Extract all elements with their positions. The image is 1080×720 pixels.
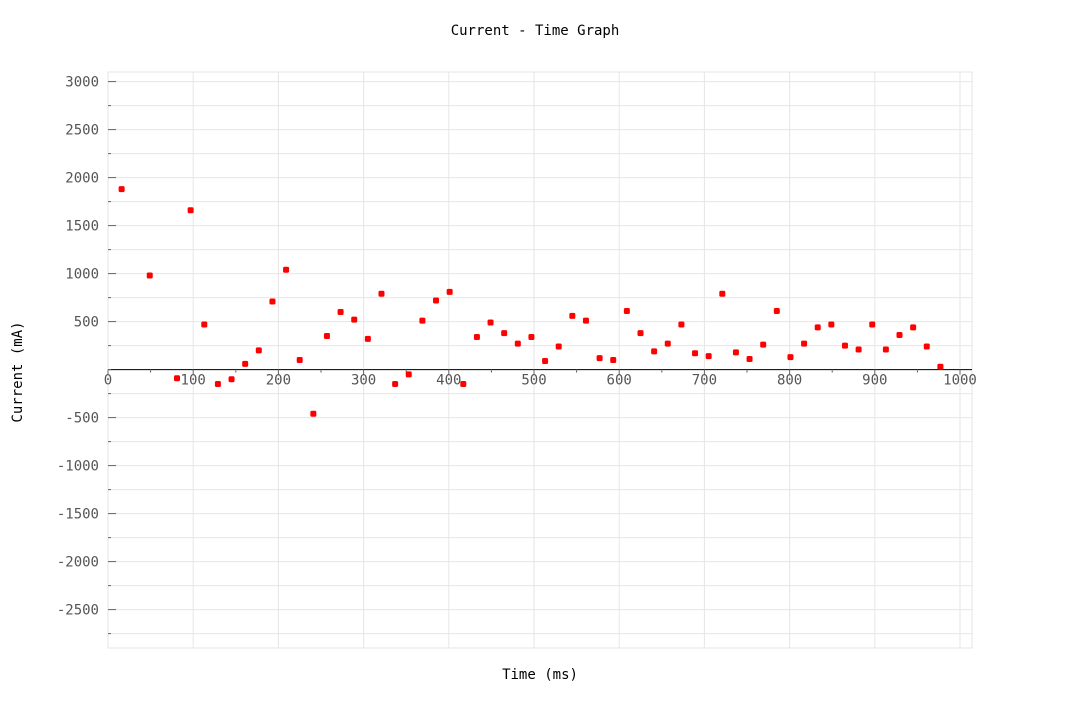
data-point bbox=[174, 375, 181, 382]
data-point bbox=[692, 350, 699, 357]
data-point bbox=[801, 340, 808, 347]
data-point bbox=[596, 355, 603, 362]
data-point bbox=[419, 317, 426, 324]
data-point bbox=[841, 342, 848, 349]
y-tick-label: 1500 bbox=[65, 219, 99, 235]
data-point bbox=[473, 333, 480, 340]
y-tick-label: 1000 bbox=[65, 267, 99, 283]
data-point bbox=[569, 312, 576, 319]
data-point bbox=[392, 381, 399, 387]
data-point bbox=[446, 288, 453, 295]
data-point bbox=[555, 343, 562, 350]
data-point bbox=[610, 357, 617, 363]
chart-title: Current - Time Graph bbox=[451, 23, 620, 39]
data-point bbox=[623, 308, 630, 315]
x-tick-label: 400 bbox=[436, 373, 461, 389]
axes bbox=[107, 81, 972, 635]
data-point bbox=[364, 335, 371, 342]
data-point bbox=[582, 317, 589, 324]
x-tick-label: 0 bbox=[104, 373, 112, 389]
data-point bbox=[814, 324, 821, 331]
data-point bbox=[501, 330, 508, 337]
data-point bbox=[187, 207, 194, 214]
x-tick-label: 100 bbox=[181, 373, 206, 389]
data-points bbox=[118, 186, 944, 417]
data-point bbox=[828, 321, 835, 328]
data-point bbox=[882, 346, 889, 353]
data-point bbox=[433, 297, 440, 304]
data-point bbox=[651, 348, 658, 355]
data-point bbox=[255, 347, 262, 354]
data-point bbox=[310, 410, 317, 417]
data-point bbox=[323, 333, 330, 339]
data-point bbox=[283, 266, 290, 273]
y-tick-label: 2500 bbox=[65, 123, 99, 139]
x-axis-title: Time (ms) bbox=[502, 667, 578, 683]
data-point bbox=[201, 321, 208, 328]
data-point bbox=[637, 330, 644, 337]
data-point bbox=[351, 316, 358, 323]
y-tick-label: -500 bbox=[65, 411, 99, 427]
data-point bbox=[378, 290, 385, 297]
grid bbox=[107, 72, 972, 648]
data-point bbox=[664, 340, 671, 347]
x-tick-label: 300 bbox=[351, 373, 376, 389]
data-point bbox=[705, 353, 712, 360]
x-tick-label: 800 bbox=[777, 373, 802, 389]
data-point bbox=[732, 349, 739, 356]
data-point bbox=[937, 363, 944, 370]
y-tick-label: 500 bbox=[74, 315, 99, 331]
plot-background bbox=[107, 71, 973, 649]
data-point bbox=[214, 381, 221, 387]
x-tick-label: 200 bbox=[266, 373, 291, 389]
data-point bbox=[787, 354, 794, 361]
data-point bbox=[228, 376, 235, 383]
data-point bbox=[337, 309, 344, 315]
x-tick-label: 700 bbox=[692, 373, 717, 389]
y-tick-label: 2000 bbox=[65, 171, 99, 187]
data-point bbox=[296, 357, 303, 363]
data-point bbox=[719, 290, 726, 297]
y-tick-label: -2000 bbox=[57, 555, 99, 571]
data-point bbox=[528, 333, 535, 340]
y-tick-label: 3000 bbox=[65, 75, 99, 91]
data-point bbox=[923, 343, 930, 350]
data-point bbox=[514, 340, 521, 347]
y-tick-label: -2500 bbox=[57, 603, 99, 619]
data-point bbox=[269, 298, 276, 305]
x-tick-label: 900 bbox=[862, 373, 887, 389]
data-point bbox=[746, 356, 753, 363]
data-point bbox=[405, 371, 412, 378]
data-point bbox=[773, 308, 780, 315]
x-tick-label: 500 bbox=[521, 373, 546, 389]
data-point bbox=[242, 360, 249, 367]
data-point bbox=[910, 324, 917, 331]
data-point bbox=[118, 186, 125, 193]
data-point bbox=[678, 321, 685, 328]
data-point bbox=[896, 332, 903, 339]
y-tick-label: -1000 bbox=[57, 459, 99, 475]
data-point bbox=[460, 381, 467, 387]
data-point bbox=[855, 346, 862, 353]
data-point bbox=[542, 357, 549, 364]
data-point bbox=[146, 272, 153, 279]
data-point bbox=[760, 341, 767, 348]
x-tick-label: 1000 bbox=[943, 373, 977, 389]
y-tick-label: -1500 bbox=[57, 507, 99, 523]
data-point bbox=[487, 319, 494, 326]
x-tick-label: 600 bbox=[607, 373, 632, 389]
data-point bbox=[869, 321, 876, 328]
tick-labels: 30002500200015001000500-500-1000-1500-20… bbox=[57, 75, 977, 619]
y-axis-title: Current (mA) bbox=[10, 321, 26, 422]
